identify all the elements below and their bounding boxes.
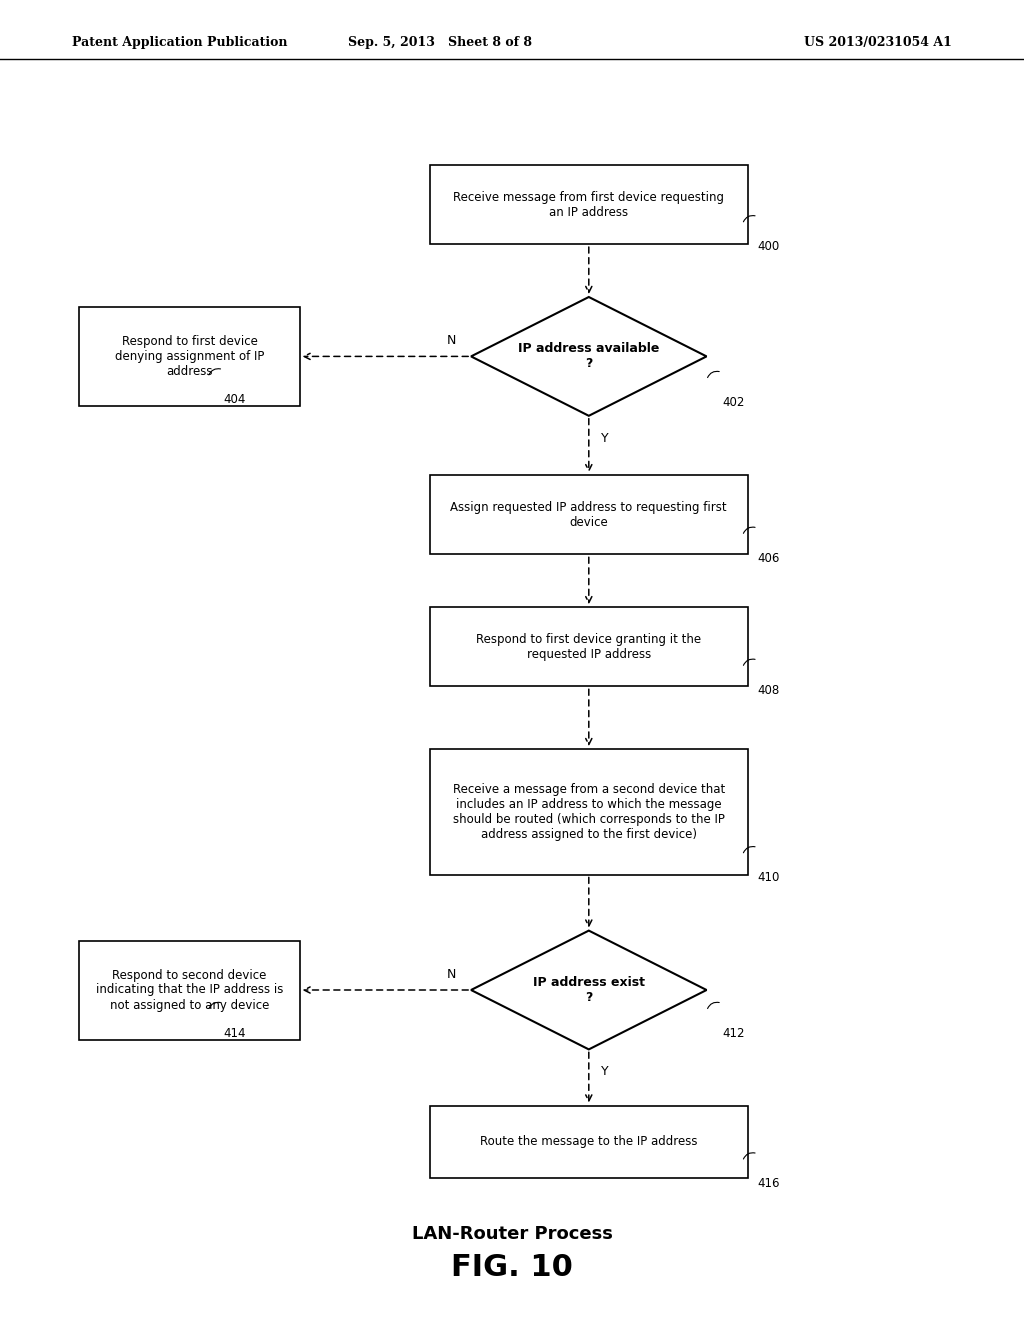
Text: 412: 412 — [722, 1027, 744, 1040]
Polygon shape — [471, 297, 707, 416]
Polygon shape — [471, 931, 707, 1049]
Text: FIG. 10: FIG. 10 — [451, 1253, 573, 1282]
FancyBboxPatch shape — [80, 308, 299, 407]
Text: IP address exist
?: IP address exist ? — [532, 975, 645, 1005]
Text: N: N — [446, 968, 456, 981]
Text: 402: 402 — [722, 396, 744, 409]
Text: Respond to first device
denying assignment of IP
address: Respond to first device denying assignme… — [115, 335, 264, 378]
FancyBboxPatch shape — [430, 1106, 748, 1177]
Text: Route the message to the IP address: Route the message to the IP address — [480, 1135, 697, 1148]
FancyBboxPatch shape — [430, 607, 748, 686]
Text: IP address available
?: IP address available ? — [518, 342, 659, 371]
Text: Respond to first device granting it the
requested IP address: Respond to first device granting it the … — [476, 632, 701, 661]
Text: 404: 404 — [223, 393, 246, 407]
Text: Assign requested IP address to requesting first
device: Assign requested IP address to requestin… — [451, 500, 727, 529]
FancyBboxPatch shape — [430, 750, 748, 874]
Text: N: N — [446, 334, 456, 347]
Text: 416: 416 — [758, 1177, 780, 1191]
Text: Patent Application Publication: Patent Application Publication — [72, 36, 287, 49]
Text: Y: Y — [601, 1065, 608, 1078]
Text: Y: Y — [601, 432, 608, 445]
FancyBboxPatch shape — [80, 940, 299, 1040]
Text: Receive a message from a second device that
includes an IP address to which the : Receive a message from a second device t… — [453, 783, 725, 841]
FancyBboxPatch shape — [430, 475, 748, 554]
Text: Sep. 5, 2013   Sheet 8 of 8: Sep. 5, 2013 Sheet 8 of 8 — [348, 36, 532, 49]
Text: LAN-Router Process: LAN-Router Process — [412, 1225, 612, 1243]
Text: 406: 406 — [758, 552, 780, 565]
Text: 410: 410 — [758, 871, 780, 884]
Text: Receive message from first device requesting
an IP address: Receive message from first device reques… — [454, 190, 724, 219]
Text: 408: 408 — [758, 684, 780, 697]
Text: 414: 414 — [223, 1027, 246, 1040]
Text: Respond to second device
indicating that the IP address is
not assigned to any d: Respond to second device indicating that… — [96, 969, 283, 1011]
Text: 400: 400 — [758, 240, 780, 253]
Text: US 2013/0231054 A1: US 2013/0231054 A1 — [805, 36, 952, 49]
FancyBboxPatch shape — [430, 165, 748, 244]
